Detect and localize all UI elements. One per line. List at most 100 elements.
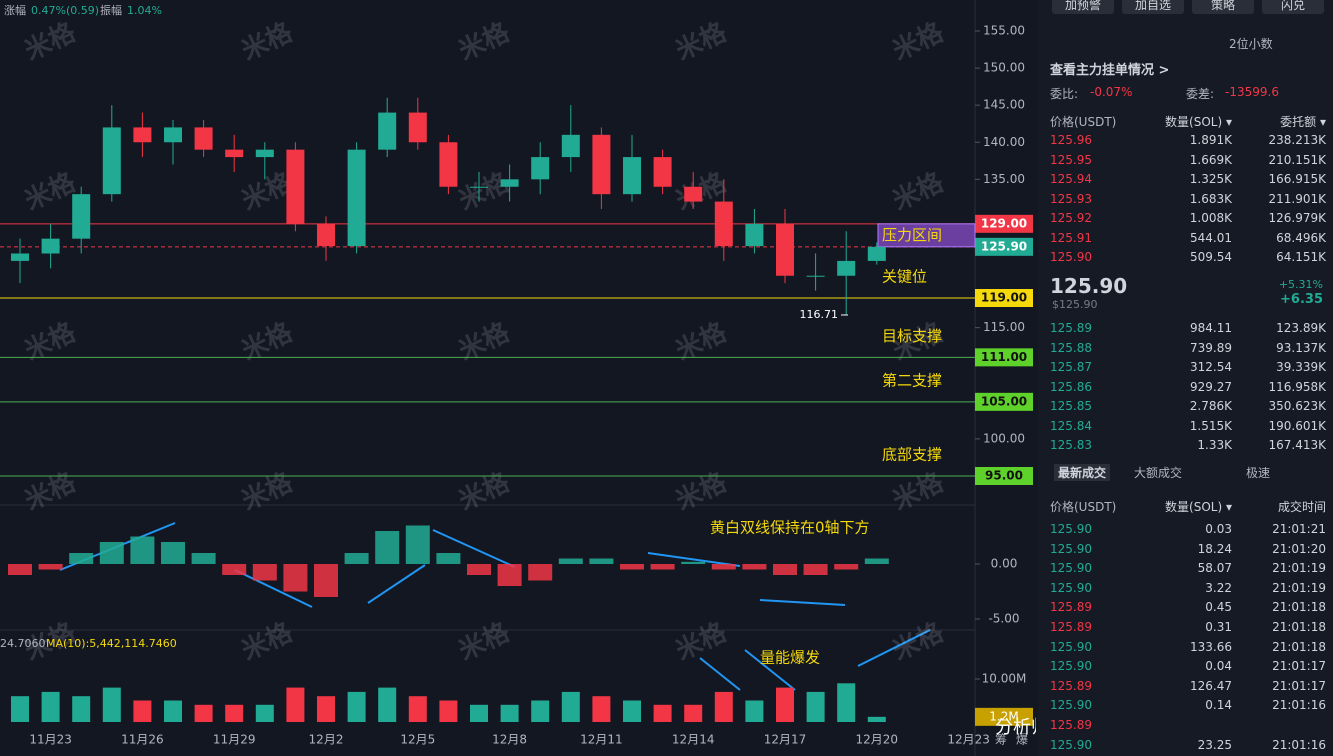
macd-bar (161, 542, 185, 564)
macd-bar (130, 536, 155, 564)
y-tick-label: 145.00 (983, 98, 1025, 112)
ask-amount: 238.213K (1268, 133, 1327, 147)
watermark: 米格 (237, 616, 298, 666)
x-tick-label: 12月20 (856, 733, 899, 747)
x-tick-label: 12月23 (947, 733, 990, 747)
change-pct: +5.31% (1278, 278, 1323, 291)
macd-bar (711, 564, 736, 570)
level-note: 关键位 (882, 268, 927, 286)
trade-time: 21:01:18 (1272, 639, 1326, 654)
candle-body (286, 149, 305, 224)
bid-price: 125.88 (1050, 340, 1092, 355)
y-tick-label: 150.00 (983, 61, 1025, 75)
watermark: 米格 (454, 16, 515, 66)
trade-time: 21:01:16 (1272, 737, 1326, 752)
trade-qty: 126.47 (1190, 678, 1232, 693)
candle-body (11, 253, 29, 261)
candle-body (592, 134, 611, 195)
trade-header-amount: 成交时间 (1277, 500, 1326, 514)
trade-price: 125.89 (1050, 718, 1092, 732)
trade-time: 21:01:16 (1272, 698, 1326, 713)
level-label: 95.00 (985, 469, 1023, 483)
candle-body (41, 238, 60, 254)
ask-amount: 211.901K (1268, 191, 1327, 206)
trade-qty: 3.22 (1205, 580, 1232, 595)
macd-bar (405, 525, 430, 564)
volume-bar (72, 696, 91, 722)
watermark: 米格 (20, 16, 81, 66)
main-orders[interactable]: 查看主力挂单情况 > (1050, 63, 1170, 78)
trade-qty: 0.45 (1205, 600, 1232, 615)
trade-price: 125.90 (1050, 561, 1092, 576)
bid-qty: 312.54 (1190, 360, 1232, 374)
trade-tab[interactable]: 最新成交 (1054, 464, 1111, 481)
macd-note: 黄白双线保持在0轴下方 (710, 519, 870, 537)
macd-bar (681, 561, 706, 564)
bid-amount: 39.339K (1276, 360, 1326, 374)
volume-ma-legend: MA(10):5,442,114.7460 (46, 637, 177, 650)
amplitude: 1.04% (127, 4, 162, 17)
watermark: 米格 (237, 16, 298, 66)
x-tick-label: 12月2 (309, 733, 344, 747)
ask-price: 125.91 (1050, 230, 1092, 245)
candle-body (102, 127, 121, 195)
toolbar-button[interactable]: 加预警 (1052, 0, 1114, 14)
macd-bar (650, 564, 675, 570)
x-tick-label: 12月8 (492, 733, 527, 747)
candle-body (194, 127, 213, 150)
volume-bar (837, 683, 856, 722)
watermark: 米格 (20, 466, 81, 516)
volume-bar (378, 687, 397, 722)
ask-amount: 166.915K (1268, 172, 1327, 186)
level-label: 125.90 (981, 239, 1027, 253)
change-abs: +6.35 (1280, 292, 1323, 307)
macd-bar (191, 553, 216, 564)
trade-price: 125.90 (1050, 698, 1092, 713)
trade-tab[interactable]: 大额成交 (1134, 466, 1183, 480)
level-note: 底部支撑 (882, 446, 942, 464)
y-tick-label: -5.00 (988, 612, 1019, 626)
change-label: 涨幅 (4, 4, 26, 17)
level-label: 105.00 (981, 394, 1027, 408)
decimals[interactable]: 2位小数 (1229, 37, 1273, 51)
watermark: 米格 (237, 466, 298, 516)
bid-amount: 350.623K (1268, 399, 1327, 413)
macd-bar (773, 564, 797, 575)
trade-tab[interactable]: 极速 (1246, 466, 1271, 480)
trade-price: 125.89 (1050, 678, 1092, 693)
volume-bar (317, 696, 335, 722)
candle-body (623, 157, 641, 195)
trade-price: 125.90 (1050, 737, 1092, 752)
bid-price: 125.83 (1050, 438, 1092, 452)
bid-price: 125.87 (1050, 360, 1092, 374)
trade-price: 125.89 (1050, 600, 1092, 615)
candle-body (408, 112, 427, 143)
toolbar-button[interactable]: 策略 (1192, 0, 1254, 14)
trade-time: 21:01:17 (1272, 659, 1326, 674)
ask-amount: 210.151K (1268, 152, 1327, 167)
macd-bar (589, 558, 614, 564)
ask-price: 125.90 (1050, 250, 1092, 264)
level-box (975, 467, 1033, 485)
candle-body (164, 127, 182, 143)
bid-qty: 2.786K (1189, 399, 1232, 413)
toolbar-button[interactable]: 加自选 (1122, 0, 1184, 14)
book-header-price: 价格(USDT) (1050, 115, 1117, 129)
watermark: 米格 (237, 316, 298, 366)
volume-box (975, 707, 1033, 726)
trade-qty: 0.03 (1205, 522, 1232, 536)
toolbar-button[interactable]: 闪兑 (1262, 0, 1324, 14)
candle-body (378, 112, 397, 150)
macd-bar (222, 564, 247, 575)
trade-price: 125.90 (1050, 541, 1092, 556)
volume-bar (439, 700, 458, 722)
ask-price: 125.93 (1050, 191, 1092, 206)
macd-bar (252, 564, 277, 581)
watermark: 米格 (888, 166, 949, 216)
macd-bar (467, 564, 491, 575)
trade-time: 21:01:18 (1272, 620, 1326, 634)
bid-price: 125.86 (1050, 379, 1092, 394)
volume-bar (561, 691, 580, 722)
bid-amount: 190.601K (1268, 418, 1327, 433)
macd-bar (558, 558, 583, 564)
